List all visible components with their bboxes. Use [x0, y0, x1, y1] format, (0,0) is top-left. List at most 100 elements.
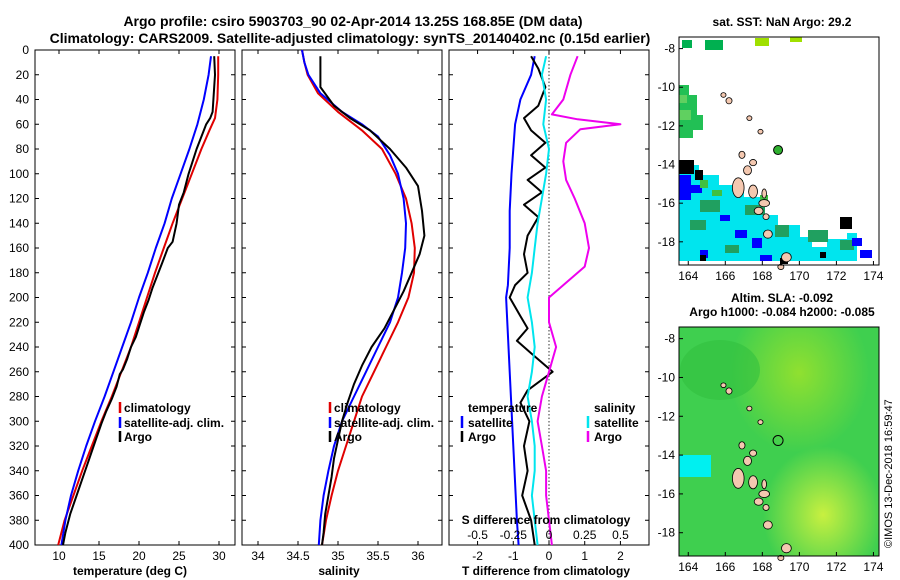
island-shape	[777, 554, 785, 561]
island-shape	[749, 159, 757, 167]
s-tick-label: -0.25	[500, 528, 528, 542]
island-shape	[738, 441, 746, 450]
legend-climatology: climatology	[124, 401, 191, 415]
s-tick-label: 0.25	[573, 528, 597, 542]
sst-islands	[720, 92, 792, 270]
depth-tick-label: 120	[9, 192, 29, 206]
map-y-tick-label: -10	[658, 370, 676, 384]
depth-tick-label: 400	[9, 538, 29, 552]
island-shape	[762, 213, 770, 221]
map-y-tick-label: -14	[658, 158, 676, 172]
map-x-tick-label: 174	[863, 269, 883, 283]
map-y-tick-label: -8	[664, 332, 675, 346]
island-shape	[753, 497, 764, 506]
temperature-xlabel: temperature (deg C)	[73, 564, 187, 578]
temperature-series	[57, 56, 220, 546]
island-shape	[757, 419, 764, 425]
series-line-s-argo	[536, 55, 622, 546]
depth-tick-label: 60	[16, 117, 30, 131]
legend-climatology-2: climatology	[334, 401, 401, 415]
depth-tick-label: 260	[9, 365, 29, 379]
difference-depth-ticks	[449, 49, 649, 546]
island-shape	[762, 504, 770, 511]
salinity-series	[301, 49, 426, 546]
depth-tick-label: 240	[9, 340, 29, 354]
sla-islands	[720, 382, 792, 561]
sst-map: sat. SST: NaN Argo: 29.2 164 166 168 170 172…	[658, 15, 884, 283]
legend-s-argo: Argo	[594, 430, 622, 444]
s-tick-label: 0	[546, 528, 553, 542]
island-shape	[758, 199, 770, 208]
x-tick-label: -1	[508, 549, 519, 563]
island-shape	[738, 150, 746, 159]
depth-tick-label: 0	[22, 43, 29, 57]
x-tick-label: 34.5	[286, 549, 310, 563]
map-y-tick-label: -14	[658, 448, 676, 462]
x-tick-label: 2	[617, 549, 624, 563]
difference-series	[505, 55, 622, 546]
series-line-t-argo	[508, 55, 554, 546]
map-x-tick-label: 172	[826, 560, 846, 574]
salinity-axes-box	[241, 49, 443, 546]
x-tick-label: 35.5	[366, 549, 390, 563]
sst-map-title: sat. SST: NaN Argo: 29.2	[713, 15, 852, 29]
depth-tick-label: 20	[16, 68, 30, 82]
map-y-tick-label: -12	[658, 409, 676, 423]
island-shape	[720, 92, 727, 98]
map-x-tick-label: 168	[752, 269, 772, 283]
island-shape	[763, 520, 773, 530]
salinity-x-axis: 34 34.5 35 35.5 36	[251, 50, 425, 563]
map-y-tick-label: -12	[658, 119, 676, 133]
series-line-climatology	[57, 56, 220, 546]
x-tick-label: 36	[411, 549, 425, 563]
map-x-tick-label: 174	[863, 560, 883, 574]
island-shape	[743, 165, 752, 176]
map-y-tick-label: -16	[658, 487, 676, 501]
series-line-s-satellite	[526, 55, 550, 546]
map-x-tick-label: 164	[678, 560, 698, 574]
island-shape	[753, 206, 764, 215]
legend-temperature-title: temperature	[468, 401, 538, 415]
x-tick-label: 20	[132, 549, 146, 563]
x-tick-label: 10	[52, 549, 66, 563]
sla-map-title-1: Altim. SLA: -0.092	[731, 291, 833, 305]
series-line-argo	[62, 56, 216, 546]
x-tick-label: 1	[581, 549, 588, 563]
sla-map-frame	[678, 326, 880, 557]
x-tick-label: 34	[251, 549, 265, 563]
temperature-x-axis: 10 15 20 25 30	[52, 50, 226, 563]
island-shape	[746, 405, 753, 412]
map-y-tick-label: -8	[664, 42, 675, 56]
t-difference-label: T difference from climatology	[462, 564, 630, 578]
sst-argo-marker	[773, 145, 784, 156]
depth-tick-label: 80	[16, 142, 30, 156]
depth-tick-label: 140	[9, 216, 29, 230]
island-shape	[725, 387, 733, 395]
depth-tick-label: 280	[9, 390, 29, 404]
imos-timestamp: ©IMOS 13-Dec-2018 16:59:47	[883, 399, 895, 548]
difference-legend: temperature satellite Argo salinity sate…	[460, 401, 639, 444]
depth-tick-label: 180	[9, 266, 29, 280]
island-shape	[743, 455, 752, 466]
legend-argo-2: Argo	[334, 430, 362, 444]
legend-satellite-2: satellite-adj. clim.	[334, 416, 434, 430]
map-x-tick-label: 164	[678, 269, 698, 283]
map-x-tick-label: 166	[715, 560, 735, 574]
sla-map: Altim. SLA: -0.092 Argo h1000: -0.084 h2…	[658, 291, 884, 574]
map-y-tick-label: -10	[658, 80, 676, 94]
legend-s-satellite: satellite	[594, 416, 639, 430]
island-shape	[725, 97, 733, 105]
x-tick-label: 35	[331, 549, 345, 563]
s-difference-ticks: -0.5 -0.25 0 0.25 0.5	[467, 528, 629, 542]
legend-argo: Argo	[124, 430, 152, 444]
depth-tick-label: 380	[9, 513, 29, 527]
legend-t-satellite: satellite	[468, 416, 513, 430]
series-line-satellite-adj-clim-	[60, 56, 212, 546]
temperature-panel: 0 20 40 60 80 100 120 140 160 180 200 220 240 260 280 3…	[9, 43, 236, 578]
island-shape	[781, 252, 792, 263]
island-shape	[761, 188, 767, 199]
x-tick-label: 0	[546, 549, 553, 563]
island-shape	[781, 543, 792, 554]
map-x-tick-label: 168	[752, 560, 772, 574]
